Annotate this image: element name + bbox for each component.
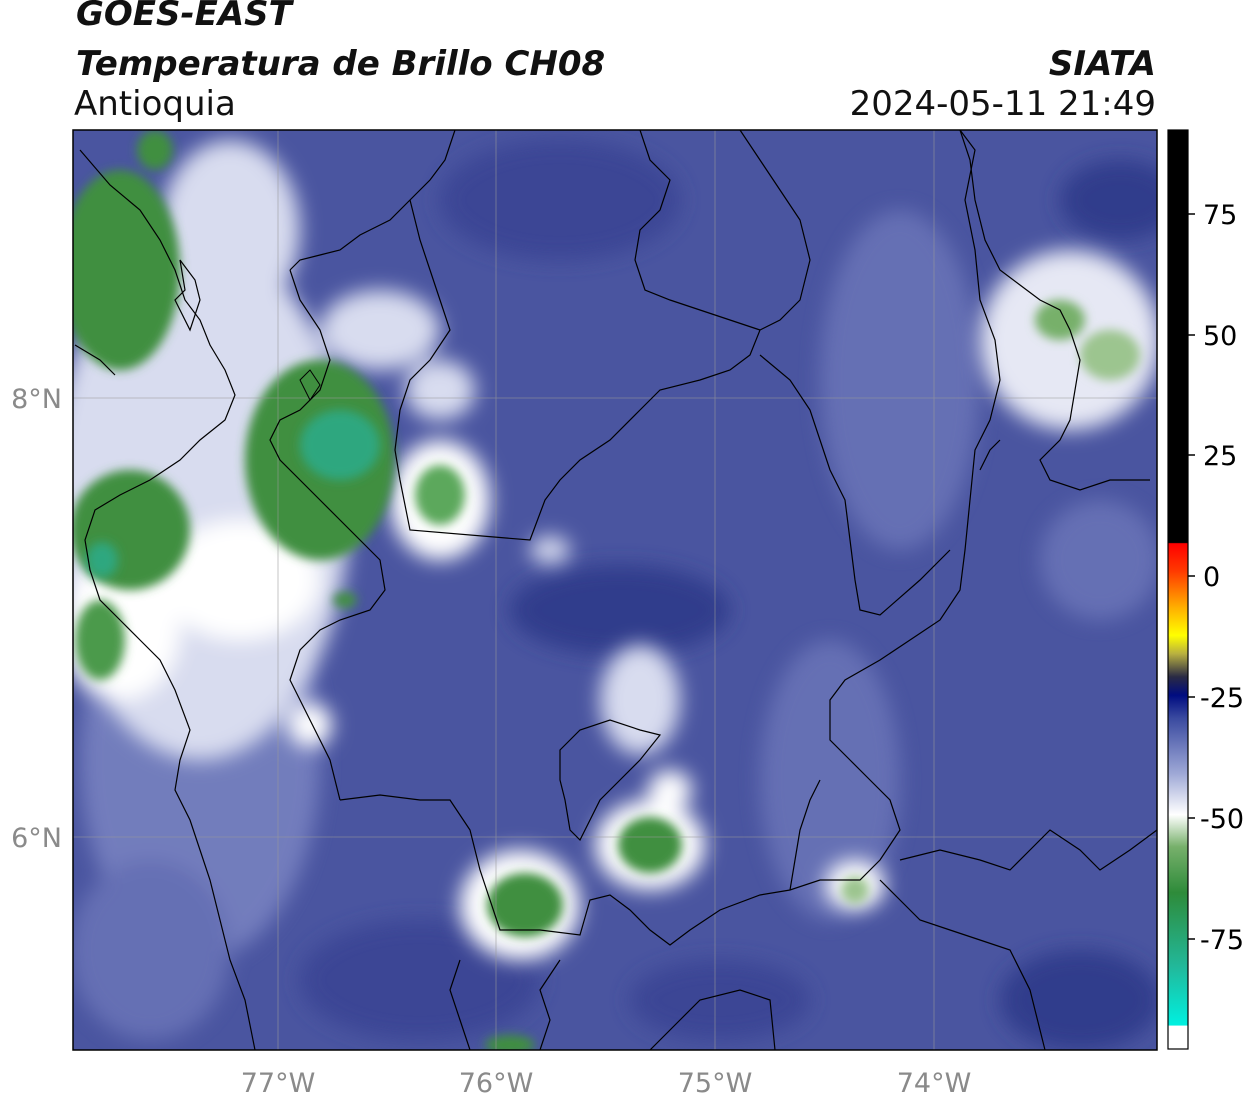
satellite-imagery bbox=[73, 130, 1157, 1050]
lon-tick-label: 76°W bbox=[459, 1068, 534, 1099]
lon-tick-label: 74°W bbox=[897, 1068, 972, 1099]
lon-tick-label: 75°W bbox=[678, 1068, 753, 1099]
map-frame bbox=[72, 129, 1158, 1051]
colorbar-tick-label: -75 bbox=[1200, 925, 1244, 956]
colorbar-tick-label: 50 bbox=[1203, 321, 1237, 352]
lat-tick-label: 8°N bbox=[11, 384, 62, 415]
colorbar-tick-label: 0 bbox=[1203, 562, 1220, 593]
political-borders bbox=[74, 130, 1157, 1050]
gridlines bbox=[73, 130, 1157, 1050]
colorbar-gradient bbox=[1168, 130, 1188, 1049]
region-label: Antioquia bbox=[74, 84, 236, 124]
map-subtitle: Temperatura de Brillo CH08 bbox=[76, 44, 606, 84]
colorbar: 75 50 25 0 -25 -50 -75 bbox=[1167, 129, 1244, 1050]
timestamp-label: 2024-05-11 21:49 bbox=[849, 84, 1156, 124]
colorbar-tick-label: -25 bbox=[1200, 683, 1244, 714]
brand-label: SIATA bbox=[1048, 44, 1156, 84]
lat-tick-label: 6°N bbox=[11, 823, 62, 854]
colorbar-tick-label: 75 bbox=[1203, 200, 1237, 231]
colorbar-frame bbox=[1167, 129, 1189, 1050]
colorbar-tick-label: -50 bbox=[1200, 804, 1244, 835]
colorbar-tick-label: 25 bbox=[1203, 441, 1237, 472]
map-title: GOES-EAST bbox=[76, 0, 292, 34]
lon-tick-label: 77°W bbox=[241, 1068, 316, 1099]
